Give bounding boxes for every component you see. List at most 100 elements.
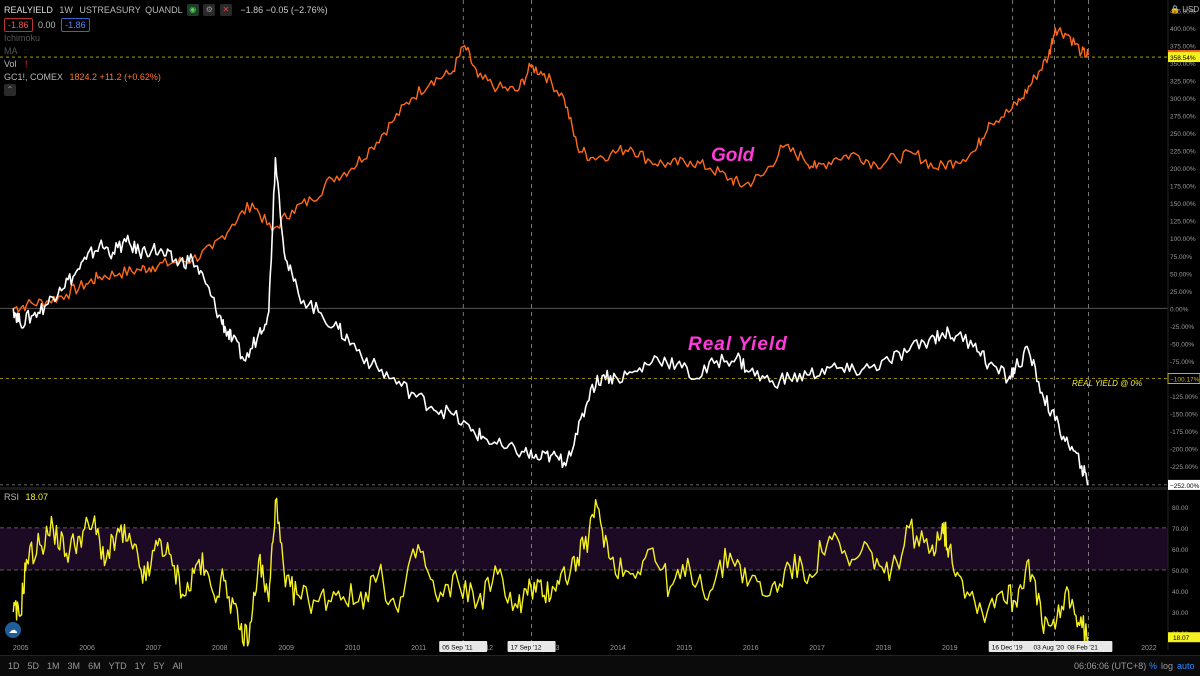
ma-label: MA <box>4 46 18 56</box>
rsi-y-tick-label: 40.00 <box>1172 589 1189 596</box>
gold-values: 1824.2 +11.2 (+0.62%) <box>69 72 161 82</box>
timeframe-all[interactable]: All <box>172 661 183 671</box>
hidden-eye-icon[interactable]: ◌ <box>23 46 29 56</box>
timeframe-1d[interactable]: 1D <box>8 661 20 671</box>
y-tick-label: 350.00% <box>1170 61 1196 68</box>
symbol-name[interactable]: REALYIELD <box>4 5 53 15</box>
log-toggle[interactable]: log <box>1161 661 1174 671</box>
gold-legend[interactable]: GC1!, COMEX 1824.2 +11.2 (+0.62%) <box>4 71 161 83</box>
date-tag: 17 Sep '12 <box>511 645 542 652</box>
currency-label: USD <box>1182 5 1200 14</box>
y-tick-label: -150.00% <box>1170 411 1198 418</box>
y-tick-label: -75.00% <box>1170 359 1194 366</box>
timeframe-5y[interactable]: 5Y <box>153 661 165 671</box>
y-tick-label: 250.00% <box>1170 131 1196 138</box>
x-tick-label: 2007 <box>146 645 162 652</box>
pane-separator[interactable] <box>0 487 1168 490</box>
date-tag: 16 Dec '19 <box>992 645 1023 652</box>
timeframe-5d[interactable]: 5D <box>27 661 40 671</box>
y-tick-label: 425.00% <box>1170 9 1196 16</box>
real-yield-series-line[interactable] <box>12 156 1089 486</box>
timeframe-ytd[interactable]: YTD <box>108 661 127 671</box>
bid-value[interactable]: -1.86 <box>4 18 33 32</box>
date-tag-box <box>439 641 488 652</box>
price-label: −100.17% <box>1170 377 1200 384</box>
y-tick-label: -225.00% <box>1170 464 1198 471</box>
x-tick-label: 2016 <box>743 645 759 652</box>
price-label-box <box>1168 52 1200 63</box>
rsi-y-tick-label: 80.00 <box>1172 505 1189 512</box>
lock-icon: 🔒 <box>1170 5 1180 14</box>
ichimoku-label: Ichimoku <box>4 33 41 43</box>
rsi-value: 18.07 <box>25 492 49 502</box>
date-tag: 08 Feb '21 <box>1067 645 1098 652</box>
x-tick-label: 2009 <box>278 645 294 652</box>
x-tick-label: 2014 <box>610 645 626 652</box>
gold-symbol: GC1!, COMEX <box>4 72 64 82</box>
gold-annotation: Gold <box>711 145 755 166</box>
spread-value: 0.00 <box>38 20 56 30</box>
bid-ask: -1.86 0.00 -1.86 <box>4 18 93 32</box>
interval[interactable]: 1W <box>59 5 73 15</box>
y-tick-label: -175.00% <box>1170 429 1198 436</box>
ma-indicator[interactable]: MA ◌ <box>4 45 29 57</box>
price-label: 358.54% <box>1170 55 1196 62</box>
x-tick-label: 2006 <box>79 645 95 652</box>
eye-icon[interactable]: ◉ <box>186 4 199 16</box>
rsi-legend[interactable]: RSI 18.07 <box>4 491 48 503</box>
y-tick-label: 175.00% <box>1170 184 1196 191</box>
rsi-price-label: 18.07 <box>1173 635 1190 642</box>
y-tick-label: 150.00% <box>1170 201 1196 208</box>
currency-selector[interactable]: 🔒 USD <box>1170 4 1199 16</box>
ask-value[interactable]: -1.86 <box>61 18 90 32</box>
timeframe-6m[interactable]: 6M <box>88 661 101 671</box>
settings-icon[interactable]: ⚙ <box>203 4 216 16</box>
bottom-toolbar: 1D 5D 1M 3M 6M YTD 1Y 5Y All 06:06:06 (UTC+8) % … <box>0 655 1200 676</box>
vendor: QUANDL <box>145 5 183 15</box>
x-tick-label: 2005 <box>13 645 29 652</box>
x-tick-label: 2022 <box>1141 645 1157 652</box>
x-tick-label: 2010 <box>345 645 361 652</box>
date-tag: 03 Aug '20 <box>1034 645 1065 652</box>
date-tag: 05 Sep '11 <box>442 645 473 652</box>
x-tick-label: 2018 <box>876 645 892 652</box>
y-tick-label: -200.00% <box>1170 446 1198 453</box>
vol-label: Vol <box>4 59 17 69</box>
y-tick-label: 300.00% <box>1170 96 1196 103</box>
y-tick-label: 50.00% <box>1170 271 1192 278</box>
real-yield-annotation: Real Yield <box>688 334 788 355</box>
timeframe-1y[interactable]: 1Y <box>134 661 146 671</box>
date-tag-box <box>507 641 556 652</box>
x-tick-label: 2017 <box>809 645 825 652</box>
price-label-box <box>1167 373 1200 385</box>
y-tick-label: -50.00% <box>1170 341 1194 348</box>
y-tick-label: 125.00% <box>1170 219 1196 226</box>
rsi-series-line[interactable] <box>12 497 1090 647</box>
vol-indicator[interactable]: Vol ! <box>4 58 28 70</box>
tradingview-logo-icon[interactable]: ☁ <box>5 622 21 638</box>
error-icon[interactable]: ! <box>25 59 28 69</box>
y-tick-label: -25.00% <box>1170 324 1194 331</box>
y-tick-label: 25.00% <box>1170 289 1192 296</box>
rsi-y-tick-label: 70.00 <box>1172 526 1189 533</box>
real-yield-zero-annotation: REAL YIELD @ 0% <box>1072 379 1142 388</box>
percent-toggle[interactable]: % <box>1149 661 1158 671</box>
gold-series-line[interactable] <box>13 27 1090 313</box>
date-tag-box <box>1064 641 1113 652</box>
auto-toggle[interactable]: auto <box>1177 661 1195 671</box>
ichimoku-indicator[interactable]: Ichimoku <box>4 32 40 44</box>
legend-collapse-icon[interactable]: ⌃ <box>4 84 16 96</box>
x-tick-label: 2015 <box>677 645 693 652</box>
timeframe-1m[interactable]: 1M <box>47 661 60 671</box>
close-icon[interactable]: ✕ <box>219 4 232 16</box>
y-tick-label: -125.00% <box>1170 394 1198 401</box>
rsi-y-tick-label: 60.00 <box>1172 547 1189 554</box>
timeframe-3m[interactable]: 3M <box>67 661 81 671</box>
y-tick-label: 375.00% <box>1170 44 1196 51</box>
price-label-box <box>1168 479 1200 490</box>
clock[interactable]: 06:06:06 (UTC+8) <box>1074 661 1147 671</box>
x-tick-label: 2011 <box>411 645 426 652</box>
source: USTREASURY <box>79 5 141 15</box>
rsi-label: RSI <box>4 492 20 502</box>
